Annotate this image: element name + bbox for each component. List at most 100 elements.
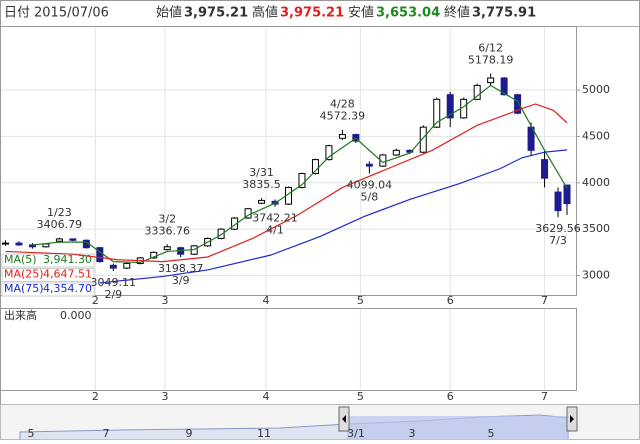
- annotation-value: 3835.5: [242, 178, 281, 191]
- annotation-value: 3742.21: [252, 212, 298, 225]
- candle-body: [338, 134, 346, 139]
- open: 3,975.21: [184, 6, 248, 21]
- ma-line: [5, 103, 568, 263]
- legend-name: MA(25): [4, 268, 44, 281]
- x-tick-label: 2: [92, 294, 99, 307]
- x-tick-label: 4: [263, 390, 270, 403]
- legend-name: MA(75): [4, 282, 44, 295]
- candle-body: [541, 159, 549, 179]
- ma-line: [32, 84, 568, 264]
- navigator-label: 11: [257, 427, 271, 440]
- candle-body: [123, 262, 131, 269]
- legend-value: 3,941.30: [43, 253, 92, 266]
- annotation-value: 3198.37: [158, 262, 204, 275]
- annotation-date: 4/1: [266, 224, 284, 237]
- x-tick-label: 6: [447, 390, 454, 403]
- annotation-date: 5/8: [361, 191, 379, 204]
- annotation-value: 3406.79: [37, 218, 83, 231]
- candle-body: [325, 145, 333, 161]
- high-label: 高値: [252, 5, 278, 21]
- arrow-left: [342, 415, 346, 423]
- candle-body: [42, 243, 50, 248]
- low: 3,653.04: [376, 6, 440, 21]
- candle-body: [109, 264, 117, 269]
- candle-body: [392, 149, 400, 156]
- x-tick-label: 3: [161, 390, 168, 403]
- candle-body: [554, 191, 562, 212]
- candle-body: [69, 238, 77, 241]
- candle-body: [433, 98, 441, 128]
- y-tick-label: 3000: [582, 269, 610, 282]
- y-tick-label: 3500: [582, 222, 610, 235]
- x-tick-label: 3: [161, 294, 168, 307]
- annotation-date: 2/9: [104, 288, 122, 301]
- x-tick-label: 4: [263, 294, 270, 307]
- y-tick-label: 4500: [582, 129, 610, 142]
- volume-value: 0.000: [60, 309, 92, 322]
- candle-body: [446, 94, 454, 119]
- annotation-date: 1/23: [47, 206, 72, 219]
- legend-box: [1, 253, 95, 268]
- candle-body: [163, 246, 171, 251]
- annotation-date: 7/3: [549, 234, 567, 247]
- candle-body: [527, 126, 535, 151]
- x-tick-label: 5: [357, 390, 364, 403]
- legend-box: [1, 282, 95, 297]
- candle-body: [55, 238, 63, 242]
- navigator-label: 7: [103, 427, 110, 440]
- arrow-right: [570, 415, 574, 423]
- annotation-value: 3049.11: [91, 276, 137, 289]
- x-tick-label: 7: [541, 294, 548, 307]
- date-label: 日付: [4, 6, 30, 21]
- candle-body: [406, 149, 414, 153]
- x-tick-label: 6: [447, 294, 454, 307]
- navigator: [0, 404, 640, 441]
- x-tick-label: 7: [541, 390, 548, 403]
- price-panel: [0, 26, 577, 296]
- candle-body: [514, 94, 522, 114]
- high: 3,975.21: [280, 6, 344, 21]
- candle-body: [365, 163, 373, 167]
- x-tick-label: 2: [92, 390, 99, 403]
- legend-value: 4,647.51: [43, 268, 92, 281]
- candle-body: [563, 184, 571, 205]
- navigator-label: 3/1: [347, 427, 365, 440]
- candle-body: [311, 159, 319, 175]
- candle-body: [419, 126, 427, 153]
- date: 2015/07/06: [34, 6, 109, 21]
- annotation-value: 4572.39: [320, 110, 366, 123]
- navigator-label: 5: [28, 427, 35, 440]
- candle-body: [217, 228, 225, 239]
- annotation-value: 3629.56: [535, 222, 581, 235]
- candle-body: [15, 242, 23, 246]
- annotation-value: 4099.04: [347, 179, 393, 192]
- volume-panel: [0, 308, 577, 391]
- candle-body: [379, 154, 387, 167]
- candle-body: [258, 199, 266, 204]
- navigator-label: 5: [488, 427, 495, 440]
- candle-body: [473, 84, 481, 100]
- candle-body: [231, 217, 239, 230]
- annotation-date: 4/28: [330, 98, 355, 111]
- close: 3,775.91: [472, 6, 536, 21]
- navigator-label: 3: [409, 427, 416, 440]
- candle-body: [487, 77, 495, 84]
- ma-line: [99, 149, 568, 284]
- navigator-window[interactable]: [347, 416, 569, 440]
- close-label: 終値: [444, 5, 470, 21]
- annotation-date: 3/2: [158, 212, 176, 225]
- legend-name: MA(5): [4, 253, 37, 266]
- open-label: 始値: [156, 5, 182, 21]
- header: 日付 2015/07/06 始値 3,975.21 高値 3,975.21 安値…: [4, 5, 536, 21]
- x-tick-label: 5: [357, 294, 364, 307]
- low-label: 安値: [348, 5, 374, 21]
- legend-box: [1, 268, 95, 282]
- volume-label: 出来高: [4, 308, 37, 322]
- candle-body: [298, 173, 306, 188]
- y-tick-label: 4000: [582, 176, 610, 189]
- navigator-label: 9: [186, 427, 193, 440]
- annotation-date: 6/12: [478, 42, 503, 55]
